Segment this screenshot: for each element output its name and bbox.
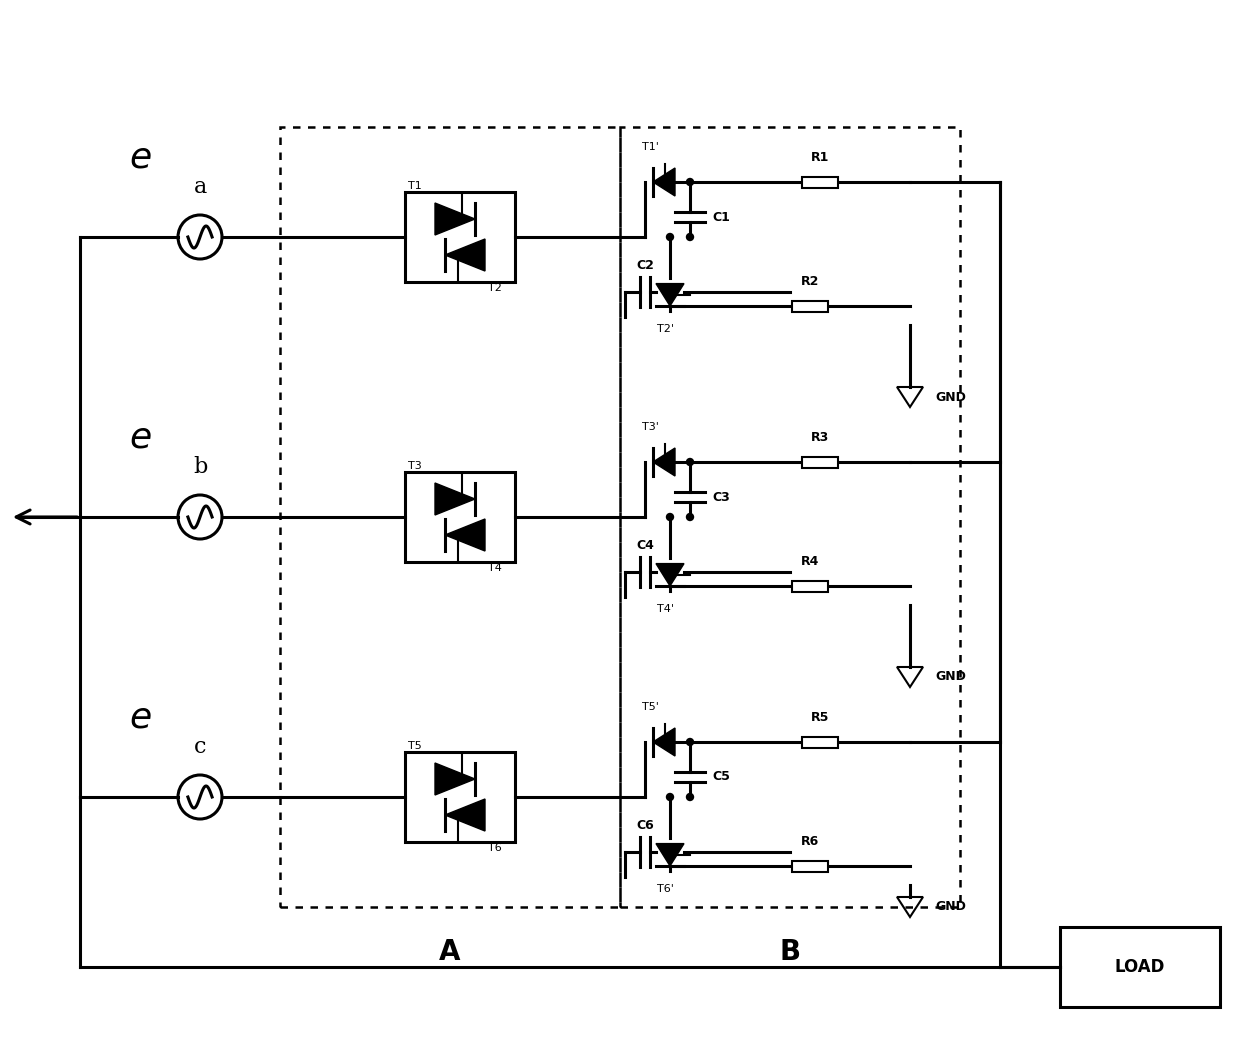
Text: C5: C5 xyxy=(712,770,730,784)
Polygon shape xyxy=(653,728,675,756)
Circle shape xyxy=(687,738,693,746)
Circle shape xyxy=(667,513,673,521)
Bar xyxy=(792,861,828,871)
Text: R6: R6 xyxy=(801,835,820,848)
Text: GND: GND xyxy=(935,900,966,914)
Text: $e$: $e$ xyxy=(129,420,151,454)
Circle shape xyxy=(687,513,693,521)
Bar xyxy=(802,736,838,748)
Text: C1: C1 xyxy=(712,211,730,224)
Text: A: A xyxy=(439,938,461,966)
Text: R2: R2 xyxy=(801,275,820,288)
Polygon shape xyxy=(435,763,475,795)
Circle shape xyxy=(687,178,693,186)
Text: T2: T2 xyxy=(489,283,502,293)
Polygon shape xyxy=(653,448,675,476)
Text: R1: R1 xyxy=(811,151,830,164)
Text: T5: T5 xyxy=(408,741,422,751)
Polygon shape xyxy=(656,844,684,866)
Text: T3': T3' xyxy=(641,422,658,432)
Text: b: b xyxy=(192,456,207,478)
Bar xyxy=(792,581,828,591)
Circle shape xyxy=(667,793,673,801)
Text: T5': T5' xyxy=(641,702,658,712)
Text: $e$: $e$ xyxy=(129,140,151,174)
Text: T4: T4 xyxy=(489,563,502,573)
Polygon shape xyxy=(656,283,684,306)
Polygon shape xyxy=(445,239,485,271)
Text: R5: R5 xyxy=(811,711,830,724)
Text: T3: T3 xyxy=(408,461,422,471)
Polygon shape xyxy=(653,168,675,196)
Text: c: c xyxy=(193,736,206,758)
Circle shape xyxy=(687,793,693,801)
Bar xyxy=(405,192,515,282)
Text: GND: GND xyxy=(935,391,966,403)
Bar xyxy=(280,127,620,907)
Bar xyxy=(405,472,515,562)
Bar xyxy=(1060,927,1220,1007)
Circle shape xyxy=(687,458,693,466)
Bar xyxy=(405,752,515,842)
Text: T6': T6' xyxy=(656,884,673,894)
Bar xyxy=(802,456,838,468)
Text: T2': T2' xyxy=(656,324,673,334)
Bar xyxy=(802,176,838,188)
Text: T4': T4' xyxy=(656,604,673,614)
Text: T6: T6 xyxy=(489,843,502,853)
Polygon shape xyxy=(435,203,475,235)
Polygon shape xyxy=(445,798,485,831)
Text: C6: C6 xyxy=(636,819,653,832)
Circle shape xyxy=(687,233,693,241)
Polygon shape xyxy=(435,483,475,515)
Bar xyxy=(792,301,828,311)
Text: B: B xyxy=(780,938,801,966)
Text: $e$: $e$ xyxy=(129,700,151,734)
Text: C4: C4 xyxy=(636,539,653,552)
Bar xyxy=(620,127,960,907)
Text: LOAD: LOAD xyxy=(1115,958,1166,976)
Text: GND: GND xyxy=(935,671,966,683)
Polygon shape xyxy=(445,518,485,551)
Text: a: a xyxy=(193,176,207,198)
Text: C2: C2 xyxy=(636,259,653,272)
Text: R4: R4 xyxy=(801,555,820,568)
Text: R3: R3 xyxy=(811,431,830,444)
Text: C3: C3 xyxy=(712,491,730,504)
Text: T1: T1 xyxy=(408,181,422,191)
Circle shape xyxy=(667,233,673,241)
Text: T1': T1' xyxy=(641,142,658,152)
Polygon shape xyxy=(656,563,684,586)
